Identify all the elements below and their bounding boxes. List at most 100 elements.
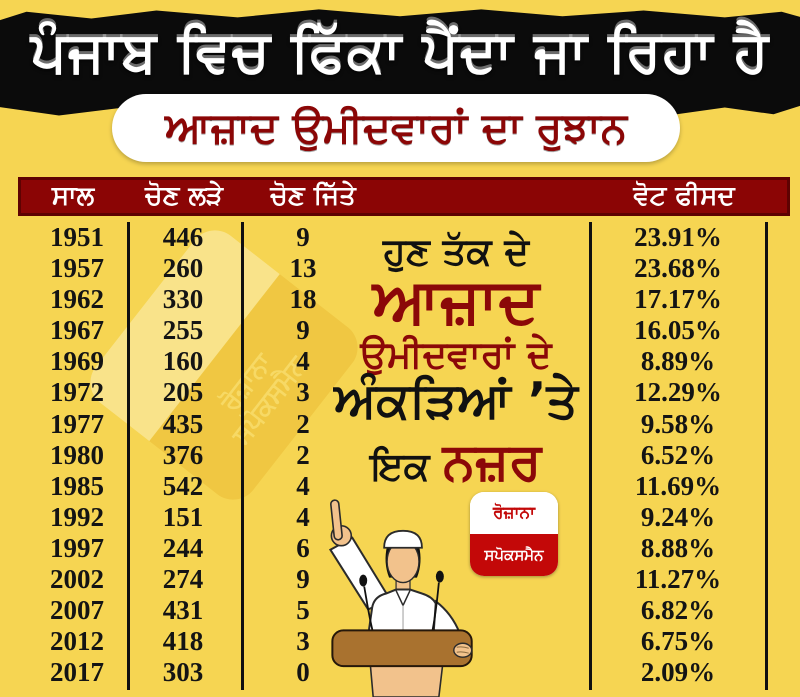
cell-year: 1967: [50, 315, 104, 346]
cell-won: 3: [296, 377, 310, 408]
promo-line-3: ਉਮੀਦਵਾਰਾਂ ਦੇ: [360, 333, 552, 376]
table-row: 2012 418 3 6.75%: [0, 626, 800, 657]
cell-won: 5: [296, 595, 310, 626]
column-divider: [765, 222, 768, 690]
cell-vote-percent: 8.89%: [640, 346, 716, 377]
cell-year: 1980: [50, 439, 104, 470]
table-row: 1977 435 2 9.58%: [0, 409, 800, 440]
table-row: 1980 376 2 6.52%: [0, 440, 800, 471]
table-body: 1951 446 9 23.91% 1957 260 13 23.68% 1962 330 18 17…: [0, 222, 800, 688]
table-header-bar: ਸਾਲ ਚੋਣ ਲੜੇ ਚੋਣ ਜਿੱਤੇ ਵੋਟ ਫੀਸਦ: [18, 177, 790, 216]
microphone-icon: [359, 574, 368, 587]
subtitle-text: ਆਜ਼ਾਦ ਉਮੀਦਵਾਰਾਂ ਦਾ ਰੁਝਾਨ: [165, 103, 627, 152]
cell-won: 4: [296, 346, 310, 377]
cell-contested: 376: [162, 439, 204, 470]
table-row: 2002 274 9 11.27%: [0, 564, 800, 595]
cell-contested: 244: [162, 532, 204, 563]
cell-year: 1962: [50, 284, 104, 315]
column-header-contested: ਚੋਣ ਲੜੇ: [144, 181, 224, 211]
cell-vote-percent: 16.05%: [634, 315, 722, 346]
logo-bottom-text: ਸਪੋਕਸਮੈਨ: [470, 534, 558, 576]
table-row: 2017 303 0 2.09%: [0, 657, 800, 688]
table-row: 1972 205 3 12.29%: [0, 377, 800, 408]
cell-vote-percent: 9.24%: [640, 501, 716, 532]
cell-won: 9: [296, 315, 310, 346]
podium-base: [369, 662, 444, 697]
cell-year: 1997: [50, 532, 104, 563]
cell-contested: 274: [162, 564, 204, 595]
cell-vote-percent: 9.58%: [640, 408, 716, 439]
cell-contested: 431: [162, 595, 204, 626]
right-hand: [453, 642, 473, 658]
cell-vote-percent: 11.27%: [634, 564, 722, 595]
table-row: 1997 244 6 8.88%: [0, 533, 800, 564]
cell-contested: 446: [162, 222, 204, 252]
table-row: 1967 255 9 16.05%: [0, 315, 800, 346]
publisher-logo-badge: ਰੋਜ਼ਾਨਾ ਸਪੋਕਸਮੈਨ: [470, 492, 558, 576]
cell-vote-percent: 17.17%: [634, 284, 722, 315]
cell-year: 1977: [50, 408, 104, 439]
pointing-finger-icon: [330, 499, 343, 541]
column-header-vote-percent: ਵੋਟ ਫੀਸਦ: [633, 181, 735, 211]
cell-contested: 151: [162, 501, 204, 532]
cell-won: 9: [296, 564, 310, 595]
cell-vote-percent: 6.82%: [640, 595, 716, 626]
cell-contested: 418: [162, 626, 204, 657]
cell-year: 1985: [50, 470, 104, 501]
table-row: 1985 542 4 11.69%: [0, 471, 800, 502]
column-header-won: ਚੋਣ ਜਿੱਤੇ: [270, 181, 356, 211]
cell-won: 13: [289, 253, 317, 284]
cell-won: 6: [296, 532, 310, 563]
cell-year: 2007: [50, 595, 104, 626]
cell-won: 3: [296, 626, 310, 657]
cell-vote-percent: 2.09%: [640, 657, 716, 688]
promo-line-5-red: ਨਜ਼ਰ: [442, 432, 542, 492]
cell-vote-percent: 23.91%: [634, 222, 722, 252]
cell-vote-percent: 8.88%: [640, 532, 716, 563]
table-row: 1992 151 4 9.24%: [0, 502, 800, 533]
cell-year: 1951: [50, 222, 104, 252]
cell-won: 4: [296, 501, 310, 532]
cell-year: 1957: [50, 253, 104, 284]
cell-contested: 205: [162, 377, 204, 408]
microphone-icon: [435, 570, 444, 583]
promo-line-5: ਇਕ ਨਜ਼ਰ: [318, 432, 594, 493]
subtitle-pill: ਆਜ਼ਾਦ ਉਮੀਦਵਾਰਾਂ ਦਾ ਰੁਝਾਨ: [112, 94, 680, 162]
cell-vote-percent: 6.75%: [640, 626, 716, 657]
cell-contested: 160: [162, 346, 204, 377]
cell-contested: 260: [162, 253, 204, 284]
cell-won: 9: [296, 222, 310, 252]
cell-vote-percent: 11.69%: [634, 470, 722, 501]
cell-vote-percent: 23.68%: [634, 253, 722, 284]
logo-top-text: ਰੋਜ਼ਾਨਾ: [470, 492, 558, 534]
cell-year: 2002: [50, 564, 104, 595]
promo-line-5-black: ਇਕ: [370, 444, 430, 488]
column-divider: [241, 222, 244, 690]
cap: [383, 529, 423, 549]
table-row: 1962 330 18 17.17%: [0, 284, 800, 315]
column-divider: [127, 222, 130, 690]
cell-contested: 255: [162, 315, 204, 346]
cell-won: 18: [289, 284, 317, 315]
cell-contested: 435: [162, 408, 204, 439]
cell-won: 4: [296, 470, 310, 501]
podium: [331, 629, 473, 668]
cell-contested: 303: [162, 657, 204, 688]
headline-title: ਪੰਜਾਬ ਵਿਚ ਫਿੱਕਾ ਪੈਂਦਾ ਜਾ ਰਿਹਾ ਹੈ: [30, 20, 770, 85]
cell-year: 1992: [50, 501, 104, 532]
cell-won: 2: [296, 408, 310, 439]
column-header-year: ਸਾਲ: [51, 181, 95, 211]
cell-vote-percent: 6.52%: [640, 439, 716, 470]
table-row: 1969 160 4 8.89%: [0, 346, 800, 377]
table-row: 2007 431 5 6.82%: [0, 595, 800, 626]
cell-year: 2017: [50, 657, 104, 688]
promo-line-4: ਅੰਕੜਿਆਂ ’ਤੇ: [334, 372, 578, 429]
cell-year: 1972: [50, 377, 104, 408]
column-divider: [589, 222, 592, 690]
promo-line-2: ਆਜ਼ਾਦ: [372, 264, 540, 337]
cell-year: 2012: [50, 626, 104, 657]
right-hand-fingers: [456, 646, 469, 654]
cell-contested: 330: [162, 284, 204, 315]
cell-vote-percent: 12.29%: [634, 377, 722, 408]
